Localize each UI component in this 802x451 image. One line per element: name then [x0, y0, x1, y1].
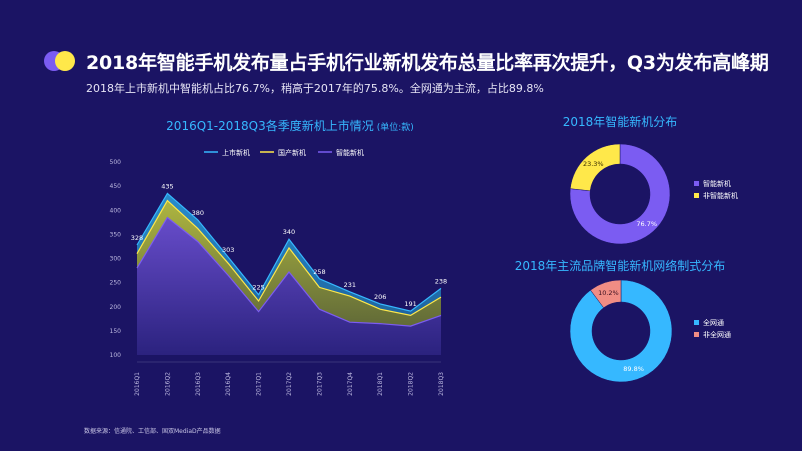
series-line-1 [136, 199, 442, 317]
area-band-bottom [137, 217, 441, 355]
area-chart-x-axis: 2016Q1 2016Q2 2016Q3 2016Q4 2017Q1 2017Q2 2017… [134, 372, 445, 396]
data-label-0: 328 [131, 234, 143, 242]
data-label-1: 435 [161, 182, 173, 190]
data-label-8: 206 [374, 293, 386, 301]
donut2-legend-label-1: 非全网通 [703, 330, 731, 339]
y-tick-0: 100 [110, 352, 122, 359]
y-tick-5: 350 [110, 231, 122, 238]
donut1-slice-label-0: 76.7% [636, 220, 657, 228]
data-label-9: 191 [404, 300, 416, 308]
data-label-2: 380 [192, 209, 204, 217]
x-tick-5: 2017Q2 [286, 372, 293, 396]
x-tick-7: 2017Q4 [347, 372, 354, 396]
y-tick-3: 250 [110, 280, 122, 287]
donut2-slice-label-1: 10.2% [598, 289, 619, 297]
data-label-6: 258 [313, 268, 325, 276]
donut1-legend-swatch-0 [694, 181, 699, 186]
y-tick-2: 200 [110, 304, 122, 311]
donut1-legend-label-0: 智能新机 [703, 179, 731, 188]
x-tick-4: 2017Q1 [256, 372, 263, 396]
y-tick-7: 450 [110, 183, 122, 190]
legend-label-0: 上市新机 [222, 148, 250, 157]
data-label-10: 238 [435, 277, 447, 285]
x-tick-1: 2016Q2 [164, 372, 171, 396]
donut2-slice-1 [590, 279, 622, 309]
donut2-legend-swatch-0 [694, 320, 699, 325]
donut1-legend: 智能新机 非智能新机 [694, 179, 738, 200]
donut1-legend-label-1: 非智能新机 [703, 191, 738, 200]
donut2-slice-label-0: 89.8% [623, 365, 644, 373]
area-chart-areas [137, 193, 441, 355]
y-tick-8: 500 [110, 159, 122, 166]
x-tick-8: 2018Q1 [377, 372, 384, 396]
x-tick-10: 2018Q3 [438, 372, 445, 396]
donut2-slice-0 [569, 279, 673, 383]
x-tick-6: 2017Q3 [316, 372, 323, 396]
x-tick-0: 2016Q1 [134, 372, 141, 396]
donut2-title: 2018年主流品牌智能新机网络制式分布 [515, 258, 726, 273]
donut1-legend-swatch-1 [694, 193, 699, 198]
y-tick-1: 150 [110, 328, 122, 335]
data-label-3: 303 [222, 246, 234, 254]
area-chart-lines [136, 192, 442, 327]
donut2-legend: 全网通 非全网通 [694, 318, 731, 339]
series-line-0 [136, 192, 442, 312]
x-tick-3: 2016Q4 [225, 372, 232, 396]
brand-logo-icon [44, 51, 76, 71]
donut1-slice-0 [569, 143, 671, 245]
area-chart-data-labels: 328 435 380 303 225 340 258 231 206 191 238 [131, 182, 447, 308]
donut2-legend-swatch-1 [694, 332, 699, 337]
donut1-slice-labels: 76.7% 23.3% [583, 160, 657, 228]
legend-label-2: 智能新机 [336, 148, 364, 157]
data-label-4: 225 [252, 284, 264, 292]
data-label-7: 231 [344, 281, 356, 289]
donut2-legend-label-0: 全网通 [703, 318, 724, 327]
y-tick-4: 300 [110, 256, 122, 263]
area-chart-y-axis: 100 150 200 250 300 350 400 450 500 [110, 159, 122, 359]
y-tick-6: 400 [110, 207, 122, 214]
donut1-slice-label-1: 23.3% [583, 160, 604, 168]
legend-label-1: 国产新机 [278, 148, 306, 157]
x-tick-2: 2016Q3 [195, 372, 202, 396]
data-label-5: 340 [283, 228, 295, 236]
area-band-mid [137, 200, 441, 327]
page-subtitle: 2018年上市新机中智能机占比76.7%，稍高于2017年的75.8%。全网通为… [86, 82, 544, 95]
area-chart-legend: 上市新机 国产新机 智能新机 [204, 148, 364, 157]
donut1-slices [569, 143, 671, 245]
data-source-note: 数据来源：信通院、工信部、国双MediaD产品数据 [84, 428, 221, 435]
series-line-2 [136, 216, 442, 327]
donut1-title: 2018年智能新机分布 [563, 114, 678, 129]
area-chart-title: 2016Q1-2018Q3各季度新机上市情况 (单位:款) [166, 118, 414, 133]
donut2-slices [569, 279, 673, 383]
donut1-slice-1 [570, 143, 621, 192]
page-title: 2018年智能手机发布量占手机行业新机发布总量比率再次提升，Q3为发布高峰期 [86, 52, 769, 74]
x-tick-9: 2018Q2 [408, 372, 415, 396]
donut2-slice-labels: 89.8% 10.2% [598, 289, 644, 373]
